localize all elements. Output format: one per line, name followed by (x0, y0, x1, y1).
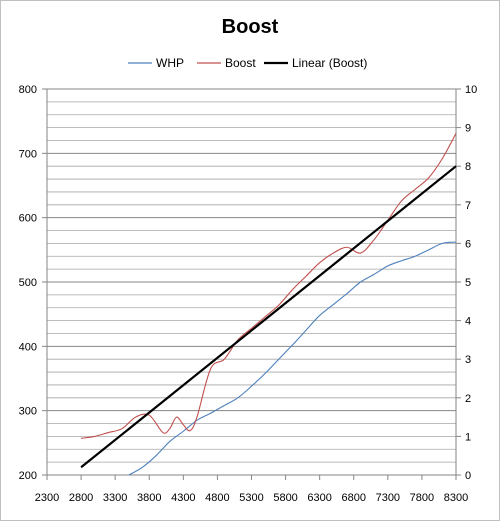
left-y-tick-label: 800 (19, 84, 37, 96)
x-tick-label: 8300 (444, 492, 468, 504)
x-tick-label: 3800 (137, 492, 161, 504)
x-tick-label: 6800 (342, 492, 366, 504)
x-tick-label: 4300 (171, 492, 195, 504)
x-axis-tick-labels: 2300 2800 3300 3800 4300 4800 5300 5800 6300 6800… (35, 492, 468, 504)
right-y-tick-label: 1 (465, 431, 471, 443)
x-tick-label: 3300 (103, 492, 127, 504)
legend-label-linear-boost: Linear (Boost) (292, 56, 367, 70)
right-y-tick-label: 2 (465, 393, 471, 405)
left-y-axis-tick-labels: 200 300 400 500 600 700 800 (19, 84, 37, 482)
legend-label-boost: Boost (225, 56, 256, 70)
right-y-tick-label: 6 (465, 238, 471, 250)
right-y-tick-label: 7 (465, 200, 471, 212)
x-tick-label: 6300 (307, 492, 331, 504)
right-y-tick-label: 10 (465, 84, 477, 96)
left-y-tick-label: 500 (19, 277, 37, 289)
axes (42, 88, 461, 480)
chart-title: Boost (222, 16, 279, 38)
left-y-tick-label: 300 (19, 406, 37, 418)
x-tick-label: 2300 (35, 492, 59, 504)
legend: WHP Boost Linear (Boost) (128, 56, 367, 70)
gridlines (47, 88, 456, 476)
legend-label-whp: WHP (156, 56, 184, 70)
left-y-tick-label: 700 (19, 148, 37, 160)
x-tick-label: 4800 (205, 492, 229, 504)
series-line-linear-boost (80, 165, 457, 469)
right-y-tick-label: 3 (465, 354, 471, 366)
right-y-tick-label: 9 (465, 123, 471, 135)
x-tick-label: 7800 (410, 492, 434, 504)
series-layer (80, 133, 457, 476)
right-y-tick-label: 0 (465, 470, 471, 482)
x-tick-label: 5300 (239, 492, 263, 504)
x-tick-label: 5800 (273, 492, 297, 504)
left-y-tick-label: 400 (19, 341, 37, 353)
x-tick-label: 7300 (376, 492, 400, 504)
left-y-tick-label: 200 (19, 470, 37, 482)
right-y-tick-label: 4 (465, 316, 471, 328)
x-tick-label: 2800 (69, 492, 93, 504)
left-y-tick-label: 600 (19, 213, 37, 225)
series-line-whp (128, 241, 457, 476)
right-y-tick-label: 5 (465, 277, 471, 289)
right-y-tick-label: 8 (465, 161, 471, 173)
right-y-axis-tick-labels: 0 1 2 3 4 5 6 7 8 9 10 (465, 84, 477, 482)
